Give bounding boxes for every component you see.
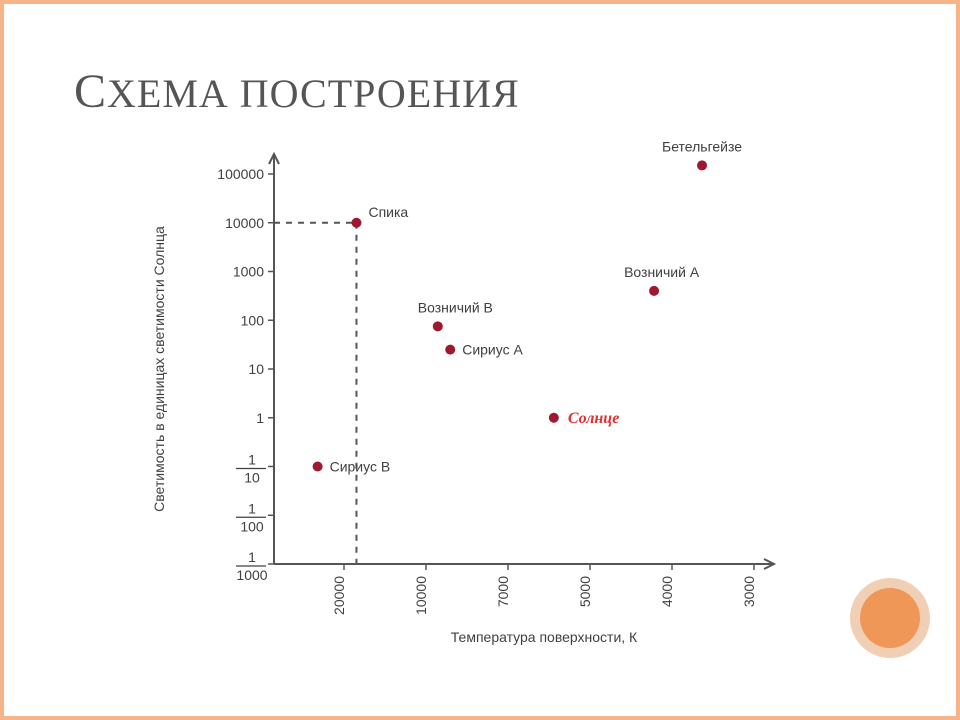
data-point-label: Сириус А <box>462 342 523 358</box>
y-tick-frac-den: 10 <box>244 470 260 486</box>
y-axis-title: Светимость в единицах светимости Солнца <box>151 226 167 512</box>
slide: СХЕМА ПОСТРОЕНИЯ 10000010000100010010111… <box>0 0 960 720</box>
x-tick-label: 10000 <box>413 576 429 615</box>
data-point-label: Возничий А <box>624 264 700 280</box>
data-point <box>549 413 559 423</box>
y-tick-frac-num: 1 <box>248 500 256 516</box>
data-point <box>433 321 443 331</box>
data-point <box>697 160 707 170</box>
y-tick-label: 100 <box>241 312 265 328</box>
y-tick-frac-num: 1 <box>248 452 256 468</box>
y-tick-label: 10000 <box>225 215 264 231</box>
y-tick-frac-den: 1000 <box>236 567 267 583</box>
data-point <box>351 218 361 228</box>
x-tick-label: 20000 <box>331 576 347 615</box>
hr-diagram-chart: 100000 10000 1000 100 10 1 1 10 1 100 1 1000 20000 10… <box>144 124 804 654</box>
x-tick-label: 3000 <box>741 576 757 607</box>
circle-decoration-inner <box>860 588 920 648</box>
data-point <box>313 462 323 472</box>
y-tick-frac-num: 1 <box>248 549 256 565</box>
y-tick-frac-den: 100 <box>240 518 264 534</box>
data-point-label: Солнце <box>568 410 619 427</box>
data-point-label: Возничий В <box>418 299 493 315</box>
data-point-label: Спика <box>368 204 408 220</box>
data-point-label: Бетельгейзе <box>662 138 742 154</box>
data-point-label: Сириус В <box>330 459 391 475</box>
page-title: СХЕМА ПОСТРОЕНИЯ <box>74 64 520 119</box>
y-tick-label: 100000 <box>217 166 264 182</box>
chart-svg: 100000 10000 1000 100 10 1 1 10 1 100 1 1000 20000 10… <box>144 124 804 654</box>
title-first-letter: С <box>74 65 107 118</box>
data-point <box>649 286 659 296</box>
title-rest: ХЕМА ПОСТРОЕНИЯ <box>107 71 520 116</box>
y-tick-label: 1000 <box>233 264 264 280</box>
data-point <box>445 345 455 355</box>
y-tick-label: 1 <box>256 410 264 426</box>
x-axis-title: Температура поверхности, К <box>451 629 638 645</box>
x-tick-label: 7000 <box>495 576 511 607</box>
x-tick-label: 5000 <box>577 576 593 607</box>
y-tick-label: 10 <box>248 361 264 377</box>
x-tick-label: 4000 <box>659 576 675 607</box>
